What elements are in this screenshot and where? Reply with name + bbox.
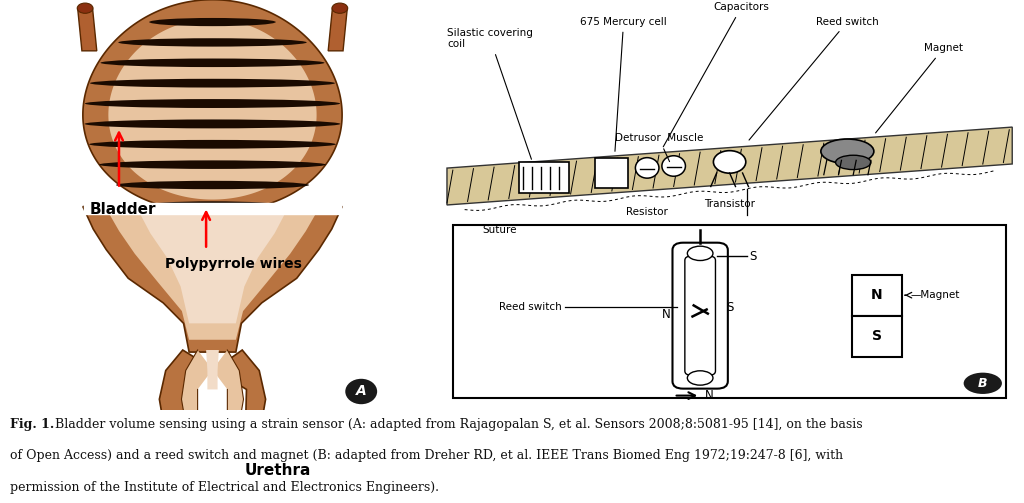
Text: Urethra: Urethra [245, 463, 310, 478]
Text: permission of the Institute of Electrical and Electronics Engineers).: permission of the Institute of Electrica… [10, 481, 439, 494]
Bar [595, 158, 629, 188]
Polygon shape [78, 8, 97, 51]
Polygon shape [328, 8, 347, 51]
Bar [852, 316, 902, 357]
Text: S: S [871, 329, 882, 343]
Text: N: N [871, 288, 883, 302]
Text: S: S [726, 301, 733, 314]
Polygon shape [137, 209, 288, 323]
Ellipse shape [99, 160, 326, 169]
Text: Resistor: Resistor [627, 207, 668, 217]
Text: A: A [356, 384, 367, 398]
Ellipse shape [118, 38, 307, 47]
Text: N: N [662, 308, 670, 321]
Text: Magnet: Magnet [876, 43, 963, 133]
Ellipse shape [77, 3, 93, 13]
Text: Suture: Suture [482, 225, 517, 235]
Ellipse shape [116, 181, 309, 189]
Text: 675 Mercury cell: 675 Mercury cell [581, 17, 667, 151]
Text: Silastic covering
coil: Silastic covering coil [446, 28, 532, 159]
Bar [453, 225, 1007, 398]
Polygon shape [106, 209, 318, 340]
Ellipse shape [714, 151, 745, 173]
Text: Transistor: Transistor [705, 199, 755, 209]
Text: of Open Access) and a reed switch and magnet (B: adapted from Dreher RD, et al. : of Open Access) and a reed switch and ma… [10, 450, 844, 462]
Ellipse shape [345, 379, 377, 404]
Text: Bladder: Bladder [89, 202, 156, 217]
Polygon shape [181, 350, 244, 473]
Bar [852, 275, 902, 316]
Ellipse shape [821, 139, 873, 163]
Text: S: S [750, 249, 757, 263]
Ellipse shape [144, 201, 281, 209]
Ellipse shape [100, 58, 325, 67]
FancyBboxPatch shape [673, 242, 728, 389]
Ellipse shape [964, 373, 1001, 394]
Text: Capacitors: Capacitors [664, 3, 769, 147]
Polygon shape [446, 127, 1012, 205]
Text: —Magnet: —Magnet [905, 290, 961, 300]
Text: Polypyrrole wires: Polypyrrole wires [165, 257, 302, 271]
Ellipse shape [150, 18, 275, 26]
Ellipse shape [662, 156, 685, 176]
Polygon shape [109, 19, 316, 200]
Ellipse shape [332, 3, 348, 13]
Polygon shape [83, 0, 342, 213]
Text: Reed switch: Reed switch [749, 17, 879, 140]
Bar [519, 162, 569, 193]
Polygon shape [206, 350, 219, 389]
Text: B: B [978, 377, 987, 390]
Ellipse shape [687, 246, 713, 261]
Ellipse shape [90, 79, 335, 88]
Text: Bladder volume sensing using a strain sensor (A: adapted from Rajagopalan S, et : Bladder volume sensing using a strain se… [51, 418, 863, 431]
Ellipse shape [85, 119, 340, 128]
Text: N: N [705, 389, 714, 402]
Ellipse shape [687, 371, 713, 385]
Ellipse shape [635, 157, 659, 178]
FancyBboxPatch shape [685, 256, 716, 375]
Text: Reed switch: Reed switch [499, 302, 562, 312]
Ellipse shape [836, 155, 870, 170]
Text: Detrusor  Muscle: Detrusor Muscle [614, 133, 703, 161]
Ellipse shape [89, 140, 336, 149]
Text: Fig. 1.: Fig. 1. [10, 418, 54, 431]
Polygon shape [160, 350, 265, 473]
Ellipse shape [85, 99, 340, 108]
Polygon shape [83, 207, 342, 352]
